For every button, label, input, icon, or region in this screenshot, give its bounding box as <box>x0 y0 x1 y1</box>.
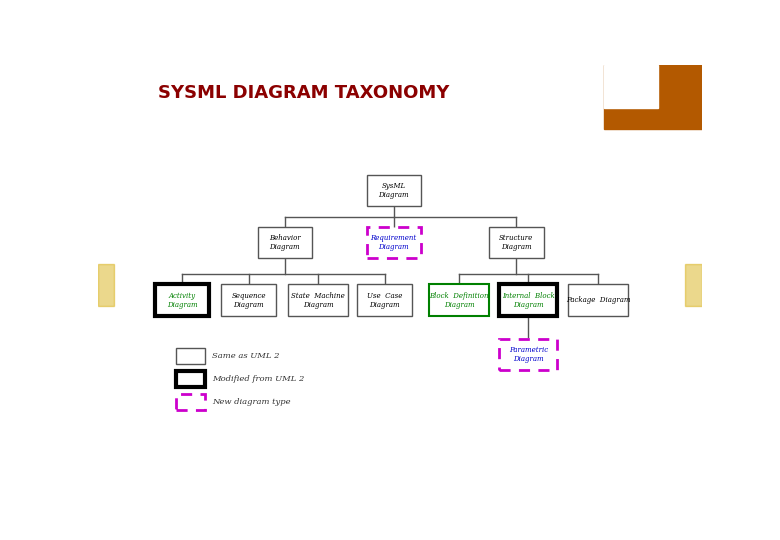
Bar <box>357 284 412 316</box>
Bar <box>685 265 702 306</box>
Bar <box>98 265 115 306</box>
Bar <box>489 227 544 258</box>
Bar <box>499 284 557 316</box>
Bar <box>604 65 702 129</box>
Bar <box>367 227 421 258</box>
Text: Structure
Diagram: Structure Diagram <box>499 234 534 251</box>
Bar <box>222 284 276 316</box>
Bar <box>155 284 209 316</box>
Bar <box>568 284 628 316</box>
Text: Sequence
Diagram: Sequence Diagram <box>232 292 266 309</box>
Polygon shape <box>512 250 521 258</box>
Text: Activity
Diagram: Activity Diagram <box>167 292 197 309</box>
Bar <box>176 348 205 364</box>
Text: Modified from UML 2: Modified from UML 2 <box>212 375 305 383</box>
Text: Package  Diagram: Package Diagram <box>566 296 630 304</box>
Text: Parametric
Diagram: Parametric Diagram <box>509 346 548 363</box>
Text: Use  Case
Diagram: Use Case Diagram <box>367 292 402 309</box>
Polygon shape <box>524 308 533 316</box>
Text: SYSML DIAGRAM TAXONOMY: SYSML DIAGRAM TAXONOMY <box>158 84 449 102</box>
Bar <box>499 339 557 370</box>
Bar <box>429 284 489 316</box>
Text: Internal  Block
Diagram: Internal Block Diagram <box>502 292 555 309</box>
Polygon shape <box>389 198 398 206</box>
Text: Requirement
Diagram: Requirement Diagram <box>370 234 417 251</box>
Text: Same as UML 2: Same as UML 2 <box>212 352 280 360</box>
Bar <box>176 394 205 410</box>
Text: New diagram type: New diagram type <box>212 398 291 406</box>
Text: Behavior
Diagram: Behavior Diagram <box>269 234 301 251</box>
Bar <box>176 371 205 387</box>
Text: State  Machine
Diagram: State Machine Diagram <box>291 292 345 309</box>
Bar <box>257 227 312 258</box>
Bar <box>604 65 658 109</box>
Text: Block  Definition
Diagram: Block Definition Diagram <box>429 292 489 309</box>
Polygon shape <box>281 250 289 258</box>
Bar <box>367 175 421 206</box>
Bar <box>288 284 349 316</box>
Text: SysML
Diagram: SysML Diagram <box>378 182 409 199</box>
